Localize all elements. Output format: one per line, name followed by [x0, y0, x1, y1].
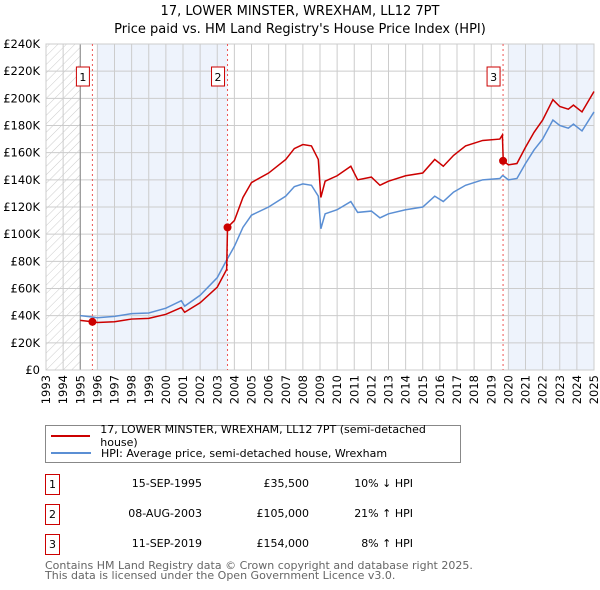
transaction-hpi: 8% ↑ HPI: [361, 537, 413, 550]
y-tick-label: £80K: [11, 254, 41, 268]
x-tick-label: 2007: [279, 375, 293, 404]
transaction-marker: 1: [45, 474, 60, 495]
sale-point: [499, 156, 508, 165]
plot-frame: [45, 43, 595, 371]
price-chart: 1993 1994 1995 1996 1997 1998 1999 2000 2001 2002…: [3, 37, 600, 404]
series-line: [80, 111, 595, 319]
sale-label-box: [211, 66, 226, 87]
transaction-price: £154,000: [256, 537, 310, 550]
red-line-swatch: [51, 435, 91, 437]
x-tick-label: 2015: [416, 375, 430, 404]
sale-point: [88, 317, 97, 326]
transaction-date: 08-AUG-2003: [128, 507, 202, 520]
x-tick-label: 1997: [108, 375, 122, 404]
x-tick-label: 2009: [313, 375, 327, 404]
transaction-row: 2 08-AUG-2003 £105,000 21% ↑ HPI: [45, 504, 465, 525]
y-tick-label: £220K: [3, 64, 40, 78]
x-tick-label: 2005: [245, 375, 259, 404]
transaction-date: 15-SEP-1995: [131, 477, 202, 490]
x-tick-label: 2003: [210, 375, 224, 404]
legend: 17, LOWER MINSTER, WREXHAM, LL12 7PT (se…: [45, 423, 461, 463]
transaction-price: £35,500: [263, 477, 310, 490]
y-tick-label: £240K: [3, 37, 40, 51]
y-tick-label: £0: [25, 363, 40, 377]
sale-label: 2: [215, 71, 222, 84]
y-tick-label: £120K: [3, 200, 40, 214]
sale-label: 3: [490, 71, 497, 84]
y-tick-label: £100K: [3, 227, 40, 241]
y-tick-label: £160K: [3, 146, 40, 160]
transaction-price: £105,000: [256, 507, 310, 520]
x-tick-label: 2023: [553, 375, 567, 404]
x-tick-label: 2021: [519, 375, 533, 404]
sale-label-box: [486, 66, 501, 87]
chart-subtitle: Price paid vs. HM Land Registry's House …: [114, 22, 486, 37]
legend-label: HPI: Average price, semi-detached house,…: [101, 446, 388, 460]
x-tick-label: 1994: [56, 375, 70, 404]
transaction-row: 1 15-SEP-1995 £35,500 10% ↓ HPI: [45, 474, 465, 495]
x-tick-label: 2016: [433, 375, 447, 404]
x-tick-label: 2000: [159, 375, 173, 404]
sale-label: 1: [79, 71, 86, 84]
x-tick-label: 2001: [176, 375, 190, 404]
x-tick-label: 2025: [587, 375, 600, 404]
transaction-marker: 3: [45, 534, 60, 555]
y-tick-label: £20K: [11, 336, 41, 350]
y-tick-label: £180K: [3, 119, 40, 133]
blue-line-swatch: [51, 452, 91, 454]
y-tick-label: £40K: [11, 309, 41, 323]
x-tick-label: 2013: [382, 375, 396, 404]
x-tick-label: 2010: [330, 375, 344, 404]
series-line: [80, 91, 595, 324]
x-tick-label: 2019: [484, 375, 498, 404]
x-tick-label: 1998: [125, 375, 139, 404]
legend-item-hpi: HPI: Average price, semi-detached house,…: [46, 445, 387, 461]
footer-line-2: This data is licensed under the Open Gov…: [45, 569, 396, 582]
x-tick-label: 1995: [73, 375, 87, 404]
x-tick-label: 1999: [142, 375, 156, 404]
y-tick-label: £140K: [3, 173, 40, 187]
x-tick-label: 2022: [536, 375, 550, 404]
x-tick-label: 2024: [570, 375, 584, 404]
x-tick-label: 1993: [39, 375, 53, 404]
sale-label-box: [75, 66, 90, 87]
transaction-hpi: 10% ↓ HPI: [354, 477, 413, 490]
legend-label: 17, LOWER MINSTER, WREXHAM, LL12 7PT (se…: [100, 423, 426, 449]
x-tick-label: 2014: [399, 375, 413, 404]
sale-point: [223, 223, 232, 232]
x-tick-label: 2020: [501, 375, 515, 404]
transaction-marker: 2: [45, 504, 60, 525]
footer-line-1: Contains HM Land Registry data © Crown c…: [45, 559, 473, 572]
x-tick-label: 2017: [450, 375, 464, 404]
y-tick-label: £200K: [3, 91, 40, 105]
x-tick-label: 2006: [262, 375, 276, 404]
chart-title: 17, LOWER MINSTER, WREXHAM, LL12 7PT: [160, 4, 440, 19]
x-tick-label: 2011: [347, 375, 361, 404]
y-tick-label: £60K: [11, 282, 41, 296]
x-tick-label: 1996: [90, 375, 104, 404]
x-tick-label: 2012: [364, 375, 378, 404]
transaction-row: 3 11-SEP-2019 £154,000 8% ↑ HPI: [45, 534, 465, 555]
x-tick-label: 2004: [227, 375, 241, 404]
x-tick-label: 2008: [296, 375, 310, 404]
x-tick-label: 2018: [467, 375, 481, 404]
legend-item-property: 17, LOWER MINSTER, WREXHAM, LL12 7PT (se…: [46, 423, 460, 449]
transaction-date: 11-SEP-2019: [131, 537, 202, 550]
x-tick-label: 2002: [193, 375, 207, 404]
transaction-hpi: 21% ↑ HPI: [354, 507, 413, 520]
